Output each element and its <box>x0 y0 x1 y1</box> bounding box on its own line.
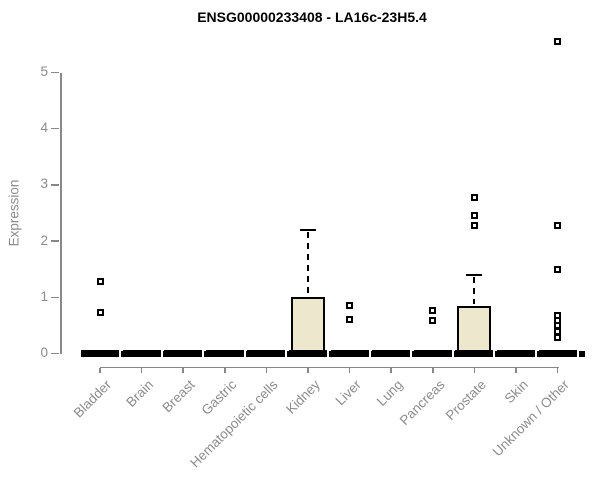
x-axis-tick <box>348 368 351 373</box>
x-axis-tick <box>432 368 434 373</box>
zero-box-bar <box>205 350 244 357</box>
zero-box-bar <box>538 350 577 357</box>
x-axis-tick <box>224 368 226 373</box>
x-tick-label: Kidney <box>282 377 323 417</box>
outlier-point <box>96 278 104 286</box>
y-axis-tick <box>51 184 59 186</box>
zero-box-bar <box>247 350 286 357</box>
zero-box-bar <box>289 350 327 357</box>
x-axis-tick <box>99 368 101 373</box>
outlier-point <box>554 265 562 273</box>
y-tick-label: 2 <box>40 232 48 248</box>
y-axis-tick <box>51 352 59 355</box>
outlier-point <box>96 308 104 316</box>
zero-box-nub <box>578 350 585 357</box>
zero-box-bar <box>81 350 119 357</box>
whisker-upper <box>473 276 476 304</box>
x-axis-tick <box>473 368 476 373</box>
x-tick-label: Unknown / Other <box>489 377 573 460</box>
outlier-point <box>346 301 354 309</box>
box-iqr <box>291 297 325 357</box>
x-tick-label: Bladder <box>71 377 115 421</box>
y-tick-label: 4 <box>40 120 48 136</box>
x-axis-tick <box>515 368 517 373</box>
y-axis-tick <box>51 240 59 242</box>
zero-box-bar <box>164 350 203 357</box>
x-tick-label: Skin <box>501 377 531 407</box>
y-axis-tick <box>51 71 59 74</box>
x-axis-tick <box>182 368 184 373</box>
outlier-point <box>470 221 478 229</box>
outlier-point <box>554 221 562 229</box>
x-tick-label: Lung <box>373 377 406 409</box>
x-tick-label: Liver <box>332 377 365 409</box>
whisker-upper <box>307 231 309 296</box>
box-iqr <box>457 305 492 357</box>
x-tick-label: Prostate <box>442 377 490 424</box>
outlier-point <box>554 334 562 342</box>
zero-box-bar <box>330 350 369 357</box>
x-tick-label: Brain <box>123 377 157 410</box>
outlier-point <box>429 317 437 325</box>
outlier-point <box>346 316 354 324</box>
x-axis-tick <box>265 368 268 373</box>
y-axis-tick <box>51 296 59 299</box>
chart-title: ENSG00000233408 - LA16c-23H5.4 <box>197 9 427 25</box>
x-axis-tick <box>140 368 143 373</box>
outlier-point <box>470 193 478 201</box>
outlier-point <box>429 307 437 315</box>
whisker-cap <box>300 228 316 231</box>
x-axis-line <box>100 366 559 368</box>
x-tick-label: Pancreas <box>396 377 448 428</box>
x-axis-tick <box>556 368 559 373</box>
whisker-cap <box>466 273 483 276</box>
outlier-point <box>470 212 478 220</box>
x-tick-label: Gastric <box>198 377 240 418</box>
y-tick-label: 1 <box>40 288 48 304</box>
y-tick-label: 5 <box>40 64 48 79</box>
zero-box-bar <box>372 350 411 357</box>
y-tick-label: 0 <box>40 345 48 360</box>
x-axis-tick <box>390 368 392 373</box>
y-axis-line <box>60 72 62 354</box>
x-tick-label: Breast <box>159 377 198 416</box>
zero-box-bar <box>413 350 452 357</box>
zero-box-bar <box>122 350 161 357</box>
x-axis-tick <box>307 368 309 373</box>
y-tick-label: 3 <box>40 176 48 192</box>
zero-box-bar <box>455 350 494 357</box>
outlier-point <box>554 327 562 335</box>
y-axis-tick <box>51 127 59 130</box>
outlier-point <box>554 37 562 45</box>
zero-box-bar <box>497 350 535 357</box>
